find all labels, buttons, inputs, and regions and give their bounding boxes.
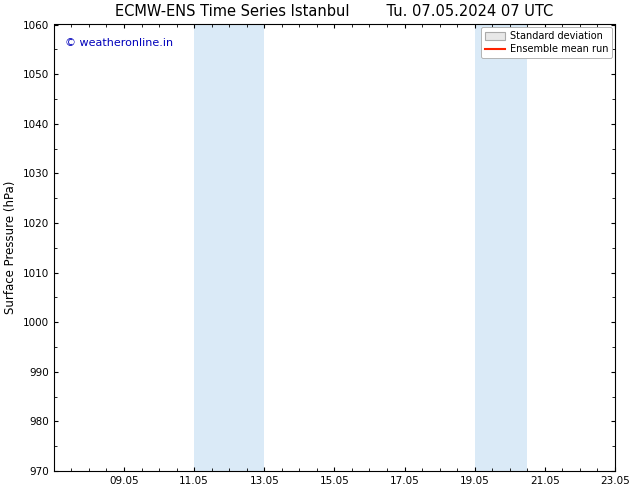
- Legend: Standard deviation, Ensemble mean run: Standard deviation, Ensemble mean run: [481, 27, 612, 58]
- Bar: [475, 24, 527, 471]
- Bar: [194, 24, 264, 471]
- Text: © weatheronline.in: © weatheronline.in: [65, 38, 173, 48]
- Title: ECMW-ENS Time Series Istanbul        Tu. 07.05.2024 07 UTC: ECMW-ENS Time Series Istanbul Tu. 07.05.…: [115, 4, 553, 19]
- Y-axis label: Surface Pressure (hPa): Surface Pressure (hPa): [4, 181, 17, 315]
